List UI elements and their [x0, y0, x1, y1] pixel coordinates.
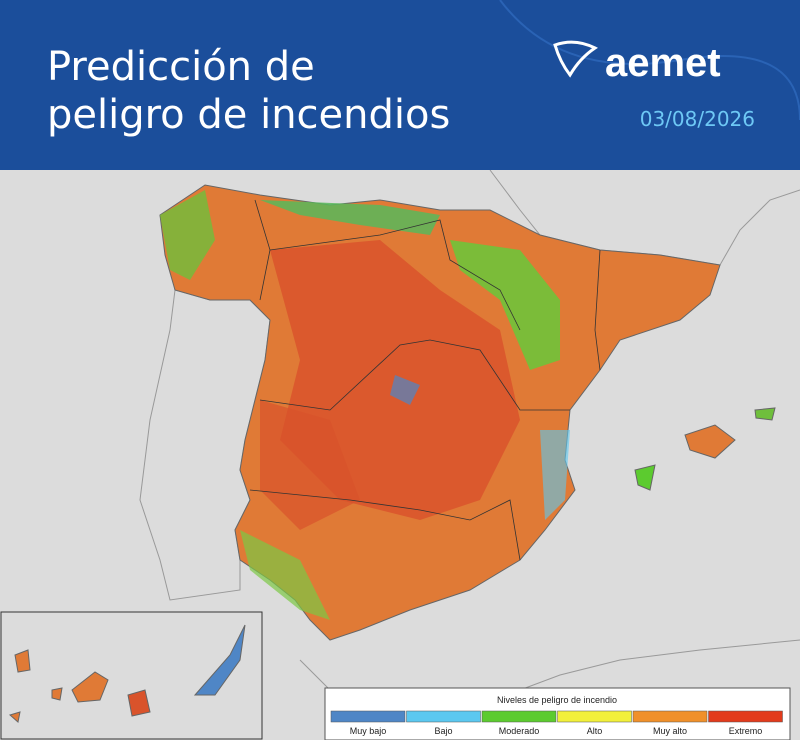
legend-swatch: [330, 710, 406, 723]
legend: Niveles de peligro de incendio Muy bajo B…: [324, 687, 791, 740]
legend-swatch: [557, 710, 632, 723]
logo-text: aemet: [605, 41, 721, 85]
legend-swatch: [481, 710, 557, 723]
canary-inset: [0, 611, 263, 740]
legend-swatch: [632, 710, 708, 723]
legend-label: Moderado: [499, 726, 540, 736]
legend-label: Muy bajo: [350, 726, 387, 736]
region-borders: [249, 199, 601, 561]
logo-icon: [553, 40, 598, 78]
header-deco: [499, 0, 800, 121]
header-band: [0, 0, 800, 170]
ibiza: [634, 464, 656, 491]
legend-label: Alto: [587, 726, 603, 736]
title-line: Predicción de: [47, 44, 315, 90]
mallorca: [684, 424, 736, 459]
legend-title: Niveles de peligro de incendio: [497, 695, 617, 705]
title-line: peligro de incendios: [47, 92, 450, 138]
spain-map: [159, 184, 776, 641]
date: 03/08/2026: [640, 107, 755, 131]
legend-label: Extremo: [729, 726, 763, 736]
menorca: [754, 407, 776, 421]
legend-label: Muy alto: [653, 726, 687, 736]
legend-label: Bajo: [434, 726, 452, 736]
legend-swatch: [406, 710, 481, 723]
legend-swatch: [708, 710, 783, 723]
